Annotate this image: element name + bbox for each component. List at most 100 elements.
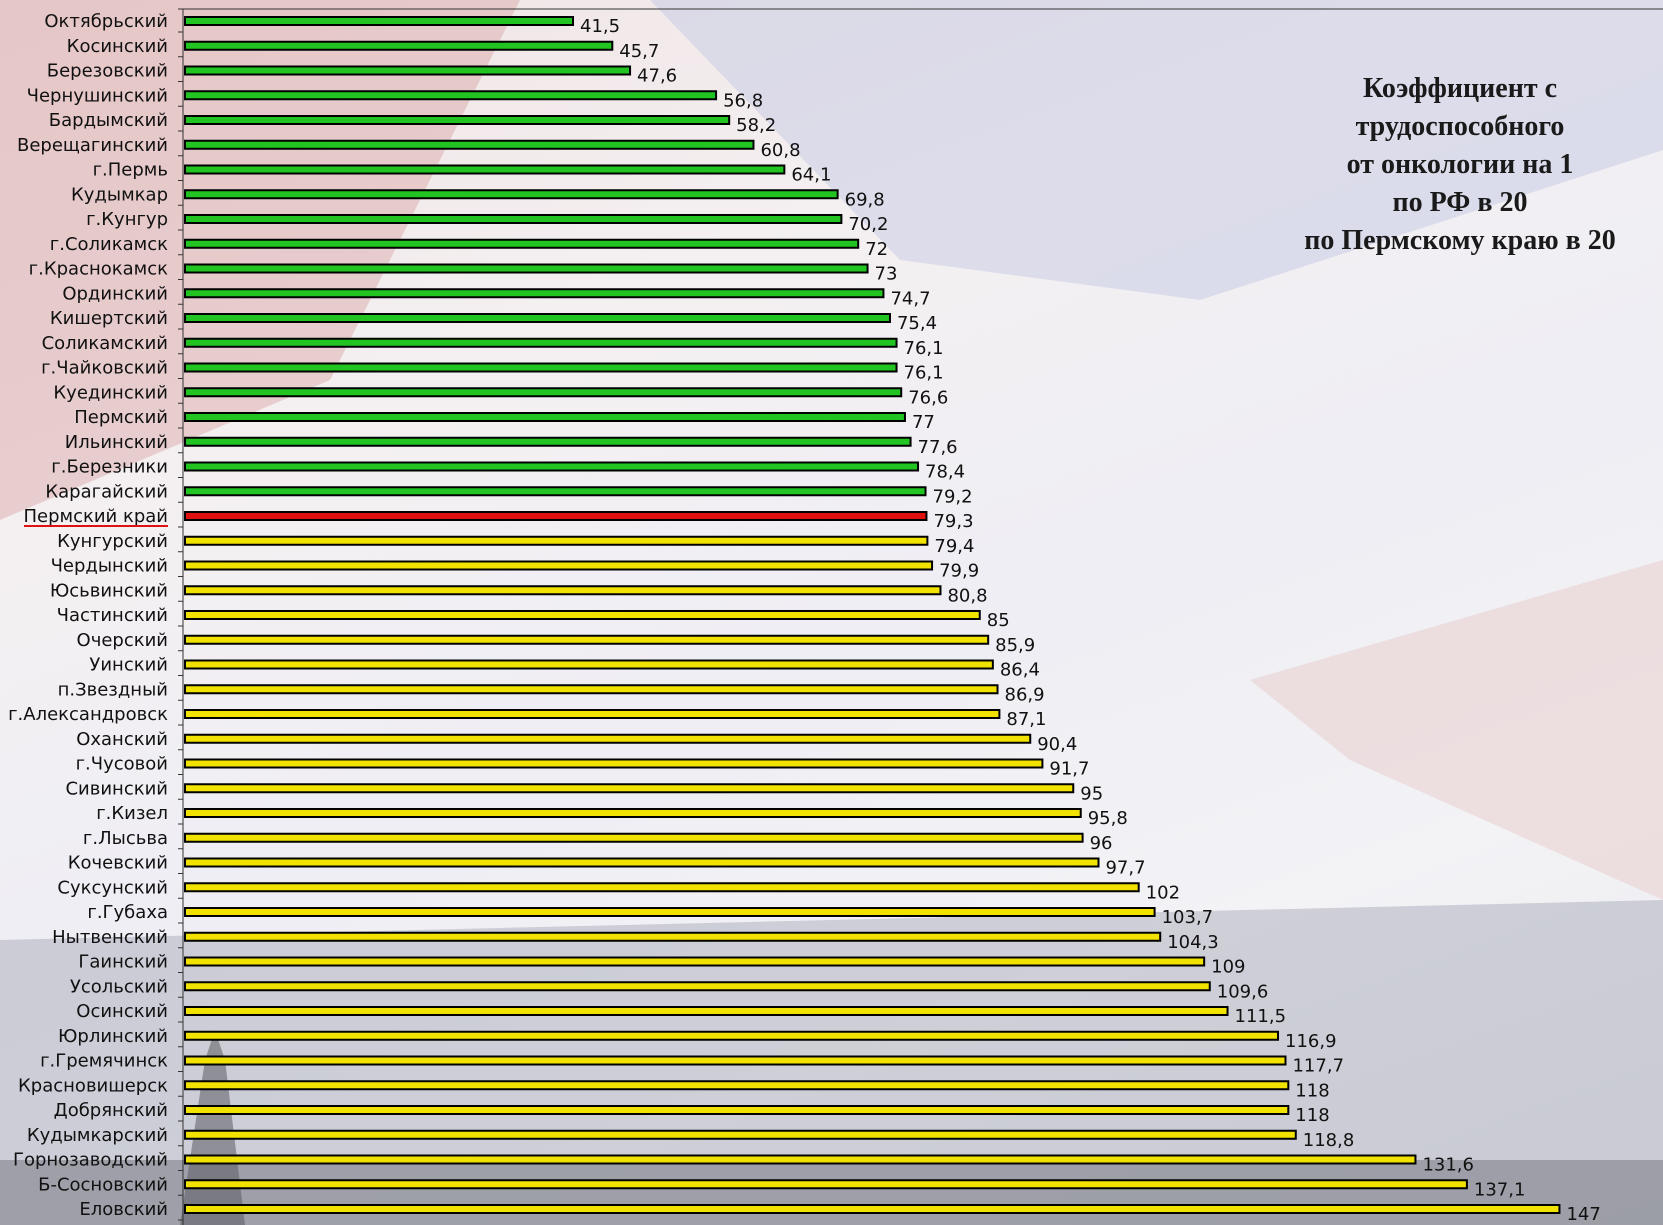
- category-label: г.Кизел: [96, 803, 168, 824]
- category-label: г.Чайковский: [41, 358, 168, 379]
- value-label: 97,7: [1105, 858, 1145, 879]
- category-label: Бардымский: [49, 110, 168, 131]
- category-label: Добрянский: [54, 1100, 168, 1121]
- value-label: 47,6: [637, 66, 677, 87]
- chart-title-line-5: по Пермскому краю в 20: [1304, 225, 1616, 256]
- value-label: 76,6: [908, 387, 948, 408]
- bar: [184, 313, 891, 323]
- bar: [184, 610, 981, 620]
- value-label: 76,1: [904, 363, 944, 384]
- category-label: Уинский: [89, 655, 168, 676]
- category-label: Октябрьский: [44, 11, 168, 32]
- category-label: Юрлинский: [58, 1026, 168, 1047]
- bar: [184, 1179, 1468, 1190]
- value-label: 104,3: [1167, 932, 1219, 953]
- value-label: 70,2: [848, 214, 888, 235]
- value-label: 87,1: [1006, 709, 1046, 730]
- value-label: 72: [865, 239, 888, 260]
- bar: [184, 412, 906, 422]
- value-label: 91,7: [1049, 759, 1089, 780]
- value-label: 80,8: [947, 585, 987, 606]
- bar: [184, 164, 786, 175]
- category-label: Сивинский: [65, 778, 168, 799]
- value-label: 118: [1295, 1080, 1329, 1101]
- bar: [184, 659, 994, 670]
- category-label: г.Александровск: [8, 704, 168, 725]
- bar: [184, 90, 718, 101]
- value-label: 60,8: [760, 140, 800, 161]
- bar: [184, 1080, 1290, 1091]
- value-label: 95: [1080, 783, 1103, 804]
- value-label: 111,5: [1235, 1006, 1287, 1027]
- bar: [184, 189, 839, 200]
- value-label: 79,2: [933, 486, 973, 507]
- category-label: Еловский: [79, 1199, 168, 1220]
- bar: [184, 931, 1162, 942]
- bar: [184, 16, 575, 26]
- category-label: г.Гремячинск: [40, 1051, 168, 1072]
- category-label: Горнозаводский: [13, 1150, 168, 1171]
- category-label: Березовский: [47, 61, 168, 82]
- category-label: Косинский: [67, 36, 168, 57]
- bar: [184, 65, 632, 76]
- value-label: 73: [875, 264, 898, 285]
- category-label: Кишертский: [50, 308, 168, 329]
- value-label: 78,4: [925, 462, 965, 483]
- category-label: Карагайский: [45, 481, 168, 502]
- chart-title-line-3: от онкологии на 1: [1346, 149, 1574, 180]
- bar: [184, 956, 1206, 967]
- category-label: г.Соликамск: [50, 234, 168, 255]
- value-label: 85: [987, 610, 1010, 631]
- chart-title-line-1: Коэффициент с: [1362, 73, 1558, 104]
- value-label: 76,1: [904, 338, 944, 359]
- bar: [184, 461, 920, 472]
- value-label: 79,9: [939, 561, 979, 582]
- category-label: Усольский: [70, 976, 168, 997]
- value-label: 118,8: [1303, 1130, 1355, 1151]
- category-label: Нытвенский: [52, 927, 168, 948]
- value-label: 75,4: [897, 313, 937, 334]
- category-label: Очерский: [77, 630, 168, 651]
- bar: [184, 907, 1156, 917]
- value-label: 147: [1566, 1204, 1600, 1225]
- bar: [184, 337, 898, 348]
- value-label: 137,1: [1474, 1179, 1526, 1200]
- category-label: Ординский: [62, 283, 168, 304]
- category-label: Пермский: [74, 407, 168, 428]
- category-label: Гаинский: [78, 952, 168, 973]
- bar: [184, 1006, 1229, 1016]
- category-label: г.Лысьва: [83, 828, 168, 849]
- category-label: п.Звездный: [58, 679, 168, 700]
- bar: [184, 1154, 1417, 1165]
- bar: [184, 832, 1084, 843]
- bar: [184, 882, 1140, 893]
- category-label: г.Губаха: [87, 902, 168, 923]
- bar: [184, 585, 942, 596]
- bar: [184, 634, 990, 645]
- bar: [184, 214, 843, 224]
- value-label: 131,6: [1422, 1155, 1474, 1176]
- value-label: 86,9: [1005, 684, 1045, 705]
- value-label: 85,9: [995, 635, 1035, 656]
- bar: [184, 486, 927, 497]
- category-label: Кудымкарский: [27, 1125, 168, 1146]
- value-label: 45,7: [619, 41, 659, 62]
- bar: [184, 115, 731, 125]
- category-label: Кудымкар: [71, 184, 168, 205]
- value-label: 116,9: [1285, 1031, 1337, 1052]
- category-label: Оханский: [76, 729, 168, 750]
- category-label: Частинский: [57, 605, 168, 626]
- bar: [184, 684, 999, 695]
- category-label: Юсьвинский: [50, 580, 168, 601]
- category-label: г.Чусовой: [76, 754, 168, 775]
- value-label: 102: [1146, 882, 1180, 903]
- bar: [184, 1204, 1561, 1214]
- value-label: 77: [912, 412, 935, 433]
- value-label: 58,2: [736, 115, 776, 136]
- bar: [184, 560, 934, 571]
- value-label: 109: [1211, 957, 1245, 978]
- bar: [184, 288, 885, 299]
- value-label: 86,4: [1000, 660, 1040, 681]
- bar: [184, 263, 869, 274]
- category-label: Красновишерск: [18, 1075, 168, 1096]
